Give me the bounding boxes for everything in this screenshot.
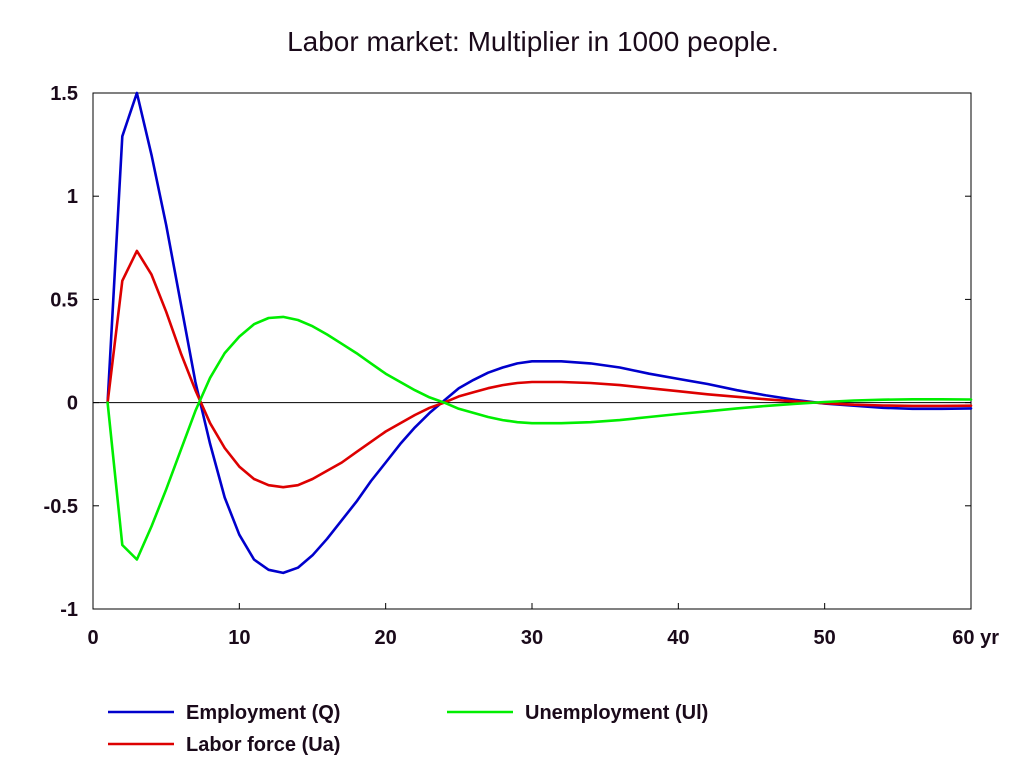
series-lines	[106, 91, 973, 575]
x-tick-label: 0	[87, 627, 98, 649]
series-line-1	[106, 249, 973, 489]
x-tick-label: 50	[814, 627, 836, 649]
x-tick-label: 60 yr	[952, 627, 999, 649]
legend-label-2: Unemployment (Ul)	[525, 702, 708, 724]
series-line-2	[106, 315, 973, 561]
y-tick-label: 0.5	[50, 289, 78, 311]
x-tick-label: 10	[228, 627, 250, 649]
y-tick-label: -1	[60, 599, 78, 621]
legend: Employment (Q) Labor force (Ua) Unemployme…	[108, 702, 708, 756]
x-tick-label: 30	[521, 627, 543, 649]
plot-frame	[92, 92, 972, 610]
y-tick-label: 0	[67, 393, 78, 415]
y-tick-label: 1.5	[50, 83, 78, 105]
x-tick-label: 40	[667, 627, 689, 649]
legend-label-0: Employment (Q)	[186, 702, 340, 724]
x-tick-label: 20	[375, 627, 397, 649]
series-line-0	[106, 91, 973, 575]
legend-label-1: Labor force (Ua)	[186, 734, 340, 756]
y-tick-label: 1	[67, 186, 78, 208]
axes: 1.5 1 0.5 0 -0.5 -1 0 10 20 30 40 50 60 yr	[44, 83, 1000, 649]
chart-title: Labor market: Multiplier in 1000 people.	[287, 26, 779, 57]
y-tick-label: -0.5	[44, 496, 78, 518]
